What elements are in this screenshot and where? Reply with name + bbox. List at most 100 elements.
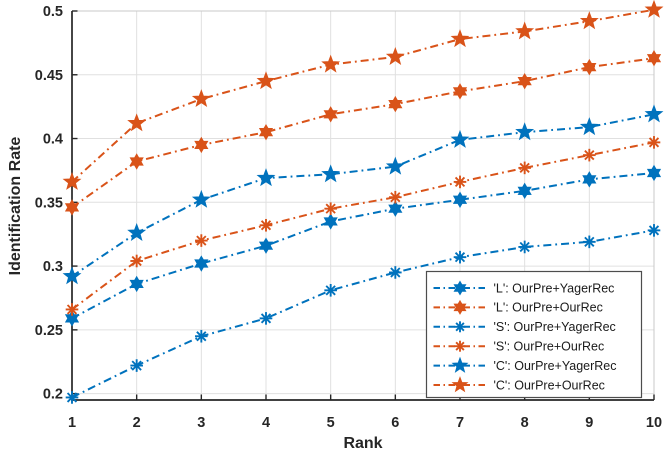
series-line [71, 8, 655, 183]
asterisk-marker-icon [647, 224, 661, 237]
pentagram-marker-icon [127, 222, 147, 241]
asterisk-marker-icon [518, 161, 531, 175]
hexagram-marker-icon [129, 153, 144, 170]
hexagram-marker-icon [194, 255, 209, 272]
asterisk-marker-icon [583, 235, 596, 249]
hexagram-marker-icon [323, 106, 338, 123]
hexagram-marker-icon [194, 136, 209, 154]
asterisk-marker-icon [389, 266, 402, 279]
series-s-ourpre-yagerrec [65, 224, 661, 404]
asterisk-marker-icon [65, 391, 79, 404]
hexagram-marker-icon [582, 58, 597, 76]
pentagram-marker-icon [451, 356, 469, 373]
hexagram-marker-icon [646, 164, 662, 182]
pentagram-marker-icon [385, 156, 405, 175]
asterisk-marker-icon [130, 254, 143, 268]
hexagram-marker-icon [64, 199, 80, 216]
pentagram-marker-icon [191, 189, 211, 208]
pentagram-marker-icon [321, 54, 341, 73]
legend-item-s-ourpre-yagerrec: 'S': OurPre+YagerRec [433, 320, 616, 334]
asterisk-marker-icon [454, 321, 466, 333]
pentagram-marker-icon [385, 46, 405, 65]
pentagram-marker-icon [515, 21, 535, 40]
legend-label: 'L': OurPre+OurRec [494, 301, 603, 315]
hexagram-marker-icon [388, 95, 403, 113]
asterisk-marker-icon [453, 175, 467, 189]
legend-item-l-ourpre-yagerrec: 'L': OurPre+YagerRec [433, 280, 615, 296]
x-tick-label: 4 [262, 415, 270, 431]
y-tick-label: 0.25 [35, 323, 63, 339]
hexagram-marker-icon [129, 275, 144, 293]
pentagram-marker-icon [579, 11, 599, 30]
series-s-ourpre-ourrec [65, 136, 661, 316]
legend-item-l-ourpre-ourrec: 'L': OurPre+OurRec [433, 299, 603, 315]
hexagram-marker-icon [517, 182, 532, 200]
legend-label: 'C': OurPre+YagerRec [494, 359, 617, 373]
pentagram-marker-icon [62, 266, 82, 285]
hexagram-marker-icon [258, 123, 274, 141]
series-c-ourpre-ourrec [62, 0, 664, 190]
pentagram-marker-icon [644, 0, 664, 18]
hexagram-marker-icon [453, 299, 467, 315]
x-tick-label: 10 [646, 415, 662, 431]
hexagram-marker-icon [452, 191, 468, 208]
pentagram-marker-icon [321, 164, 341, 183]
asterisk-marker-icon [65, 303, 79, 316]
y-tick-label: 0.45 [35, 68, 63, 84]
pentagram-marker-icon [450, 29, 470, 48]
legend-label: 'L': OurPre+YagerRec [494, 281, 615, 295]
series-line [71, 113, 655, 278]
y-tick-label: 0.2 [43, 387, 63, 403]
legend-item-c-ourpre-yagerrec: 'C': OurPre+YagerRec [433, 356, 617, 373]
hexagram-marker-icon [582, 171, 597, 188]
x-tick-label: 9 [585, 415, 593, 431]
hexagram-marker-icon [323, 213, 338, 230]
pentagram-marker-icon [256, 71, 276, 90]
x-tick-label: 3 [197, 415, 205, 431]
x-tick-label: 2 [133, 415, 141, 431]
legend-label: 'S': OurPre+YagerRec [494, 320, 616, 334]
legend-box [425, 270, 643, 399]
asterisk-marker-icon [259, 312, 273, 325]
asterisk-marker-icon [647, 136, 661, 149]
y-axis-label: Identification Rate [7, 137, 24, 276]
x-axis-label: Rank [343, 435, 382, 452]
axis-box [71, 10, 655, 401]
asterisk-marker-icon [518, 240, 531, 254]
asterisk-marker-icon [389, 190, 402, 204]
pentagram-marker-icon [256, 168, 276, 187]
hexagram-marker-icon [258, 237, 274, 254]
y-tick-label: 0.5 [43, 4, 63, 20]
asterisk-marker-icon [324, 284, 337, 297]
asterisk-marker-icon [454, 340, 466, 352]
legend-label: 'C': OurPre+OurRec [494, 378, 605, 392]
x-tick-label: 7 [456, 415, 464, 431]
pentagram-marker-icon [191, 89, 211, 108]
x-tick-label: 5 [327, 415, 335, 431]
legend-item-c-ourpre-ourrec: 'C': OurPre+OurRec [433, 376, 605, 392]
hexagram-marker-icon [453, 280, 467, 296]
asterisk-marker-icon [324, 202, 337, 215]
asterisk-marker-icon [583, 148, 596, 162]
tick-labels: 1 2 3 4 5 6 7 8 9 10 0.2 0.25 0.3 0.35 0.4 0.45 0.5 [35, 4, 662, 431]
series-c-ourpre-yagerrec [62, 104, 664, 285]
x-tick-label: 8 [521, 415, 529, 431]
asterisk-marker-icon [195, 234, 208, 247]
legend-item-s-ourpre-ourrec: 'S': OurPre+OurRec [433, 340, 605, 354]
series-line [71, 57, 655, 209]
pentagram-marker-icon [579, 117, 599, 136]
asterisk-marker-icon [259, 218, 273, 232]
asterisk-marker-icon [453, 250, 467, 264]
legend-label: 'S': OurPre+OurRec [494, 340, 605, 354]
series-line [71, 229, 655, 399]
series-line [71, 141, 655, 311]
series-line [71, 171, 655, 320]
pentagram-marker-icon [450, 129, 470, 148]
pentagram-marker-icon [515, 122, 535, 141]
y-tick-label: 0.35 [35, 195, 63, 211]
series-l-ourpre-yagerrec [64, 164, 662, 327]
hexagram-marker-icon [64, 310, 80, 327]
hexagram-marker-icon [646, 49, 662, 67]
